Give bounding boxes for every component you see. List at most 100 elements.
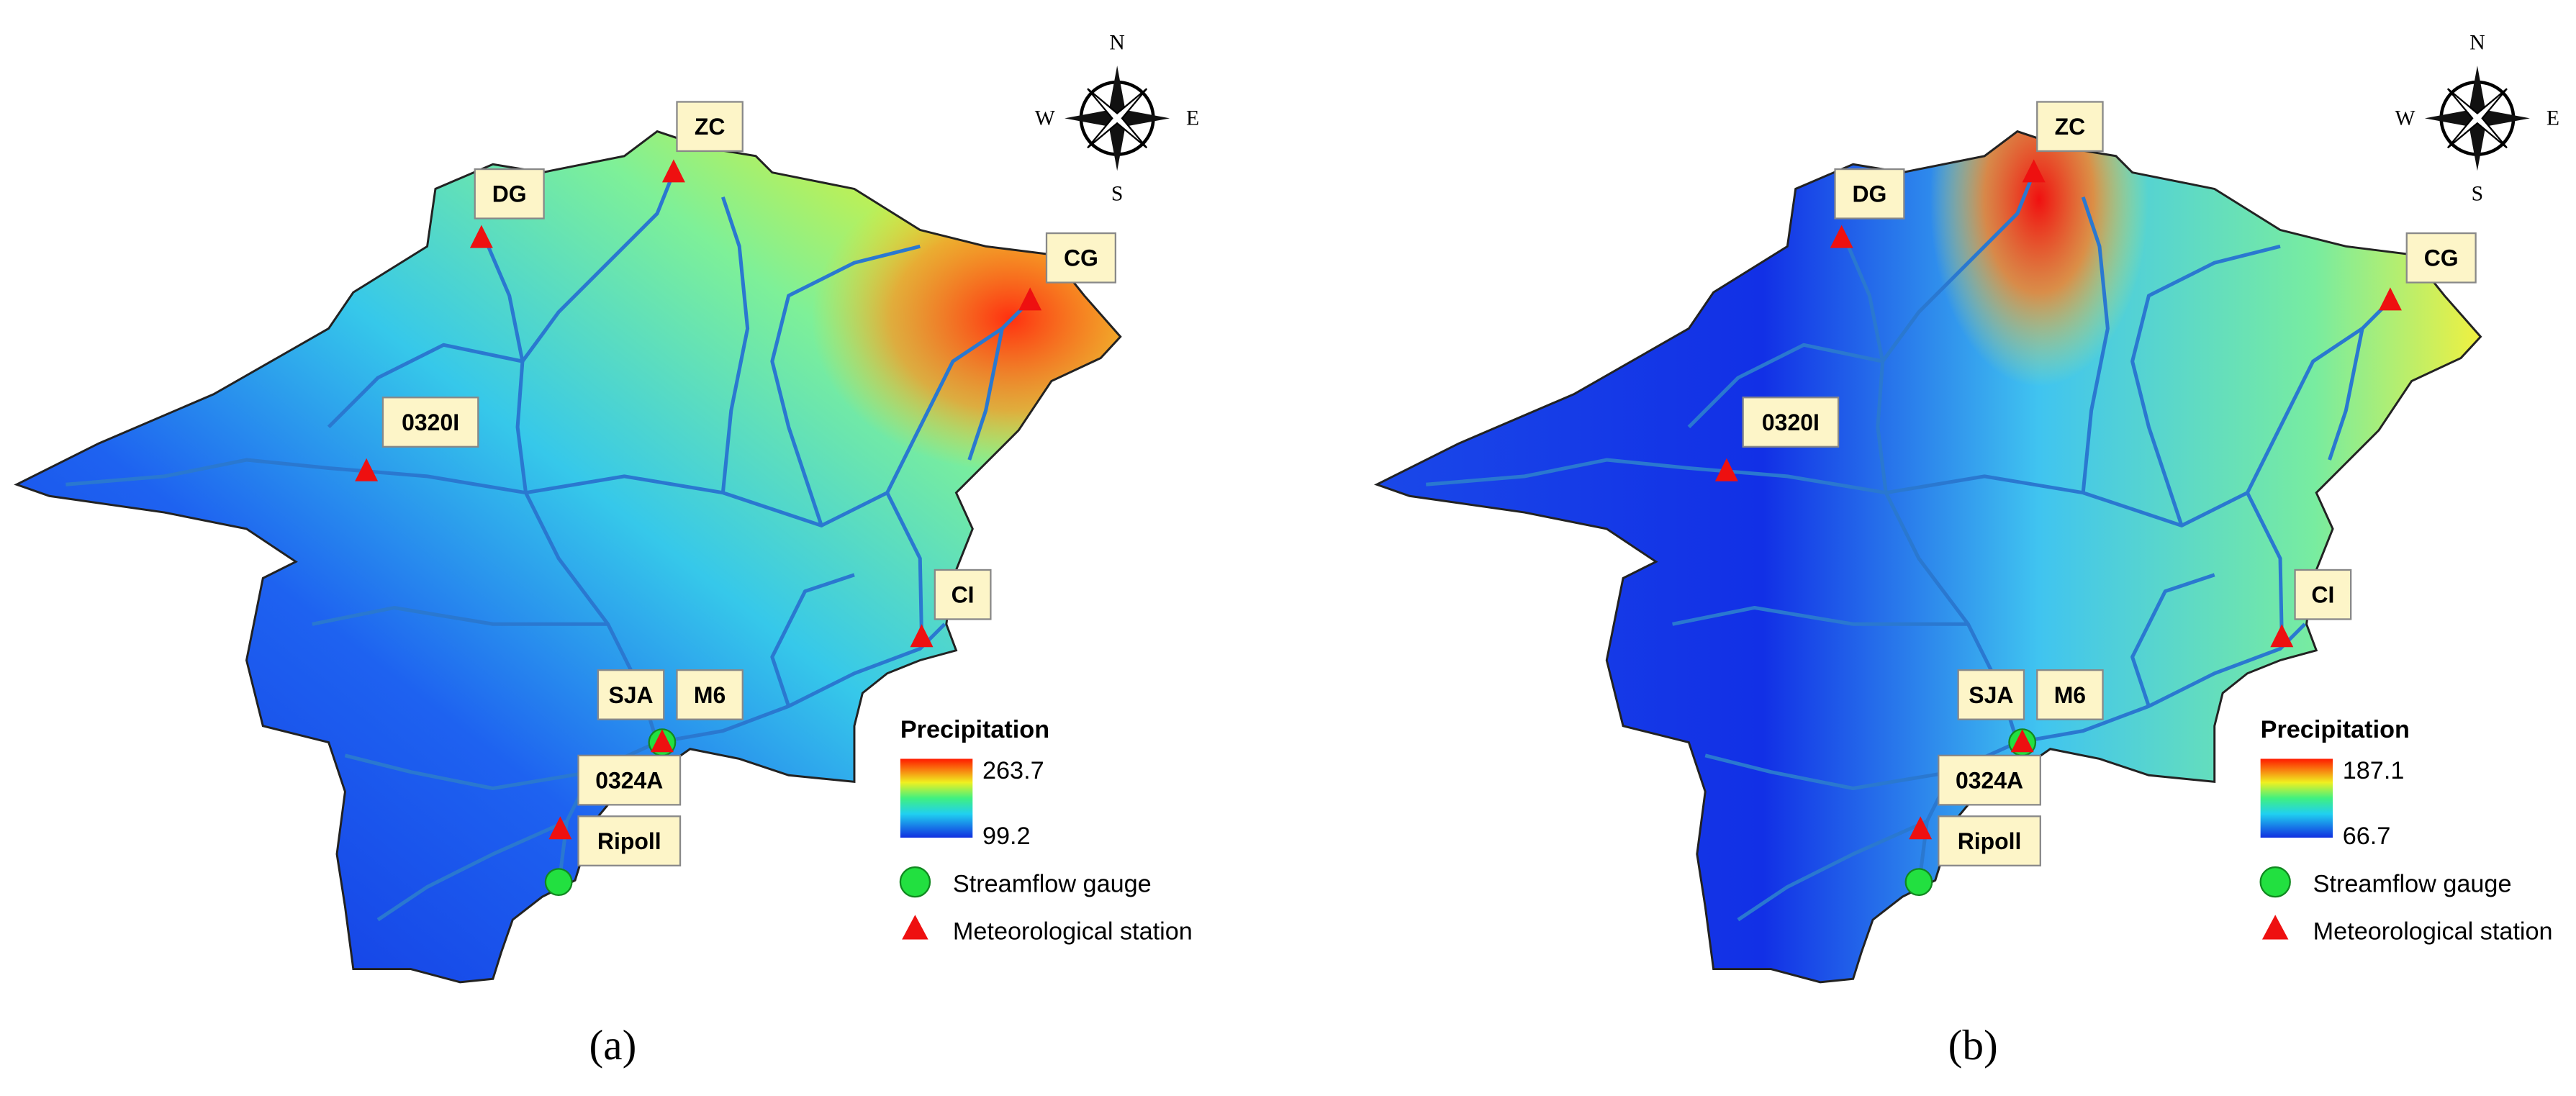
compass-letter: S <box>2472 182 2484 205</box>
station-label-box <box>381 397 479 448</box>
river <box>720 196 750 493</box>
colorbar-max: 187.1 <box>2343 757 2405 784</box>
station-label-box <box>2036 669 2104 720</box>
station-label: M6 <box>2054 682 2086 708</box>
river <box>1687 343 1884 429</box>
station-label: CG <box>1064 245 1098 271</box>
river <box>2130 573 2215 707</box>
meteorological-station <box>2022 159 2046 183</box>
river <box>344 753 592 791</box>
colorbar <box>2260 758 2333 838</box>
river <box>2246 492 2284 638</box>
station-label-box <box>676 669 744 720</box>
meteorological-station <box>2270 624 2294 648</box>
station-label: ZC <box>695 114 726 140</box>
compass: N S W E <box>1035 31 1199 205</box>
station-label-box <box>577 754 682 806</box>
compass-letter: E <box>1186 107 1199 130</box>
meteorological-station <box>910 624 934 648</box>
colorbar <box>900 758 973 838</box>
compass: N S W E <box>2395 31 2559 205</box>
station-label: SJA <box>608 682 653 708</box>
river <box>770 244 921 527</box>
legend-station-symbol <box>902 915 928 940</box>
river <box>556 622 946 887</box>
meteorological-station <box>1714 458 1738 481</box>
river <box>312 605 608 626</box>
station-label-box <box>1834 168 1905 219</box>
station-label: SJA <box>1969 682 2013 708</box>
compass-letter: N <box>1109 31 1124 54</box>
compass-letter: W <box>2395 107 2415 130</box>
river <box>65 458 526 495</box>
meteorological-station <box>661 159 685 183</box>
station-label: Ripoll <box>1958 828 2022 854</box>
map-panel: DG ZC CG 0320I CI SJA M6 0324A Ripoll N S W E Precipi… <box>1373 31 2559 1069</box>
station-label: Ripoll <box>597 828 661 854</box>
meteorological-station <box>1018 287 1042 311</box>
station-label: 0320I <box>402 409 459 435</box>
river <box>376 819 568 922</box>
panel-caption: (b) <box>1948 1021 1998 1069</box>
station-label-box <box>597 669 665 720</box>
meteorological-station <box>469 225 493 248</box>
legend-item: Streamflow gauge <box>2313 870 2512 897</box>
meteorological-station <box>2378 287 2402 311</box>
basin-boundary <box>1373 130 2482 984</box>
river <box>1737 819 1928 922</box>
station-label: 0324A <box>595 768 663 794</box>
station-label-box <box>1938 754 2041 806</box>
river <box>2130 244 2281 527</box>
legend-station-symbol <box>2261 915 2289 940</box>
station-label: 0324A <box>1956 768 2023 794</box>
station-label-box <box>1957 669 2025 720</box>
colorbar-min: 99.2 <box>982 823 1031 850</box>
legend-item: Meteorological station <box>2313 918 2553 945</box>
colorbar-min: 66.7 <box>2343 823 2391 850</box>
legend-item: Streamflow gauge <box>953 870 1152 897</box>
river <box>770 573 855 707</box>
river <box>885 492 924 638</box>
meteorological-station <box>355 458 379 481</box>
station-label-box <box>1742 397 1840 448</box>
station-label: CG <box>2424 245 2459 271</box>
legend-title: Precipitation <box>2261 716 2410 743</box>
map-panel: DG ZC CG 0320I CI SJA M6 0324A Ripoll N S W E Precipi… <box>14 31 1199 1069</box>
station-label-box <box>1045 232 1116 284</box>
river <box>967 327 1004 461</box>
compass-letter: W <box>1035 107 1055 130</box>
river <box>327 343 523 429</box>
precipitation-high <box>1376 131 2481 982</box>
station-label: DG <box>1852 181 1886 207</box>
compass-letter: N <box>2469 31 2485 54</box>
station-label: M6 <box>694 682 726 708</box>
station-label-box <box>934 569 992 620</box>
legend-gauge-symbol <box>899 866 931 898</box>
compass-star-minor <box>1087 88 1148 149</box>
station-label: ZC <box>2055 114 2086 140</box>
meteorological-station <box>548 816 572 840</box>
river <box>2081 196 2110 493</box>
station-label: CI <box>952 582 975 608</box>
station-label: DG <box>492 181 527 207</box>
station-label: 0320I <box>1762 409 1820 435</box>
compass-letter: E <box>2546 107 2559 130</box>
river <box>1917 622 2307 887</box>
panel-caption: (a) <box>589 1021 637 1069</box>
river <box>1672 605 1969 626</box>
river <box>1881 171 2036 363</box>
station-label-box <box>2036 101 2104 153</box>
legend-title: Precipitation <box>900 716 1049 743</box>
station-label-box <box>2405 232 2477 284</box>
streamflow-gauge <box>1904 868 1933 897</box>
precipitation-high <box>16 131 1121 982</box>
river <box>1704 753 1952 791</box>
compass-letter: S <box>1111 182 1124 205</box>
meteorological-station <box>650 729 674 753</box>
river <box>2328 327 2364 461</box>
meteorological-station <box>2010 729 2034 753</box>
basin-boundary <box>14 130 1122 984</box>
station-label-box <box>474 168 545 219</box>
